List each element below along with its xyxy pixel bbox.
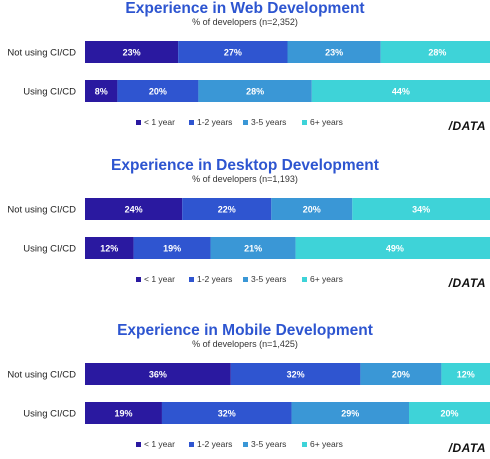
data-label: 20% xyxy=(303,204,321,214)
bar-segment xyxy=(311,80,490,102)
legend-label: 3-5 years xyxy=(251,439,286,449)
bar-segment xyxy=(409,402,490,424)
legend-swatch xyxy=(243,442,248,447)
bar-segment xyxy=(380,41,490,63)
chart-title: Experience in Desktop Development xyxy=(111,157,379,174)
category-label: Using CI/CD xyxy=(23,87,76,98)
bar-segment xyxy=(230,363,361,385)
data-logo: /DATA xyxy=(448,276,486,290)
data-label: 32% xyxy=(218,408,236,418)
chart-panel: Experience in Web Development% of develo… xyxy=(7,0,490,133)
legend-label: 1-2 years xyxy=(197,439,232,449)
chart-title: Experience in Mobile Development xyxy=(117,322,373,339)
legend-label: 6+ years xyxy=(310,274,343,284)
legend-label: 6+ years xyxy=(310,439,343,449)
bar-segment xyxy=(133,237,211,259)
bar-segment xyxy=(178,41,288,63)
legend-swatch xyxy=(189,442,194,447)
data-label: 32% xyxy=(287,369,305,379)
chart-subtitle: % of developers (n=1,193) xyxy=(192,174,298,184)
bar-segment xyxy=(441,363,490,385)
data-label: 8% xyxy=(95,86,108,96)
legend-label: < 1 year xyxy=(144,274,175,284)
data-label: 23% xyxy=(325,47,343,57)
category-label: Not using CI/CD xyxy=(7,205,76,216)
bar-segment xyxy=(295,237,490,259)
data-label: 22% xyxy=(218,204,236,214)
legend-swatch xyxy=(136,277,141,282)
chart-panel: Experience in Mobile Development% of dev… xyxy=(7,322,490,455)
legend-label: < 1 year xyxy=(144,439,175,449)
data-label: 28% xyxy=(428,47,446,57)
category-label: Using CI/CD xyxy=(23,409,76,420)
data-label: 23% xyxy=(123,47,141,57)
bar-segment xyxy=(291,402,409,424)
bar-segment xyxy=(198,80,312,102)
legend-swatch xyxy=(136,442,141,447)
bar-segment xyxy=(360,363,442,385)
data-label: 49% xyxy=(386,243,404,253)
legend-label: 1-2 years xyxy=(197,117,232,127)
legend-label: < 1 year xyxy=(144,117,175,127)
bar-segment xyxy=(85,402,162,424)
bar-segment xyxy=(85,198,183,220)
legend-swatch xyxy=(189,120,194,125)
bar-segment xyxy=(85,237,134,259)
data-label: 27% xyxy=(224,47,242,57)
chart-subtitle: % of developers (n=2,352) xyxy=(192,17,298,27)
bar-segment xyxy=(287,41,381,63)
data-label: 24% xyxy=(125,204,143,214)
bar-segment xyxy=(271,198,353,220)
category-label: Not using CI/CD xyxy=(7,48,76,59)
data-logo: /DATA xyxy=(448,119,486,133)
data-label: 21% xyxy=(244,243,262,253)
data-label: 44% xyxy=(392,86,410,96)
data-label: 19% xyxy=(163,243,181,253)
bar-segment xyxy=(85,80,118,102)
legend-swatch xyxy=(189,277,194,282)
bar-segment xyxy=(85,41,179,63)
data-label: 34% xyxy=(412,204,430,214)
legend-label: 1-2 years xyxy=(197,274,232,284)
legend-swatch xyxy=(302,442,307,447)
legend-label: 6+ years xyxy=(310,117,343,127)
data-label: 28% xyxy=(246,86,264,96)
chart-panel: Experience in Desktop Development% of de… xyxy=(7,157,490,290)
data-label: 19% xyxy=(114,408,132,418)
legend-swatch xyxy=(243,120,248,125)
chart-title: Experience in Web Development xyxy=(125,0,364,17)
legend-swatch xyxy=(136,120,141,125)
category-label: Not using CI/CD xyxy=(7,370,76,381)
data-label: 36% xyxy=(149,369,167,379)
data-label: 20% xyxy=(149,86,167,96)
legend-label: 3-5 years xyxy=(251,274,286,284)
legend-swatch xyxy=(302,120,307,125)
data-label: 20% xyxy=(392,369,410,379)
bar-segment xyxy=(182,198,272,220)
bar-segment xyxy=(161,402,292,424)
legend-swatch xyxy=(302,277,307,282)
data-label: 12% xyxy=(100,243,118,253)
bar-segment xyxy=(117,80,199,102)
bar-segment xyxy=(85,363,231,385)
bar-segment xyxy=(210,237,296,259)
data-logo: /DATA xyxy=(448,441,486,455)
category-label: Using CI/CD xyxy=(23,244,76,255)
data-label: 29% xyxy=(341,408,359,418)
bar-segment xyxy=(352,198,490,220)
data-label: 12% xyxy=(457,369,475,379)
legend-swatch xyxy=(243,277,248,282)
chart-subtitle: % of developers (n=1,425) xyxy=(192,339,298,349)
data-label: 20% xyxy=(440,408,458,418)
legend-label: 3-5 years xyxy=(251,117,286,127)
